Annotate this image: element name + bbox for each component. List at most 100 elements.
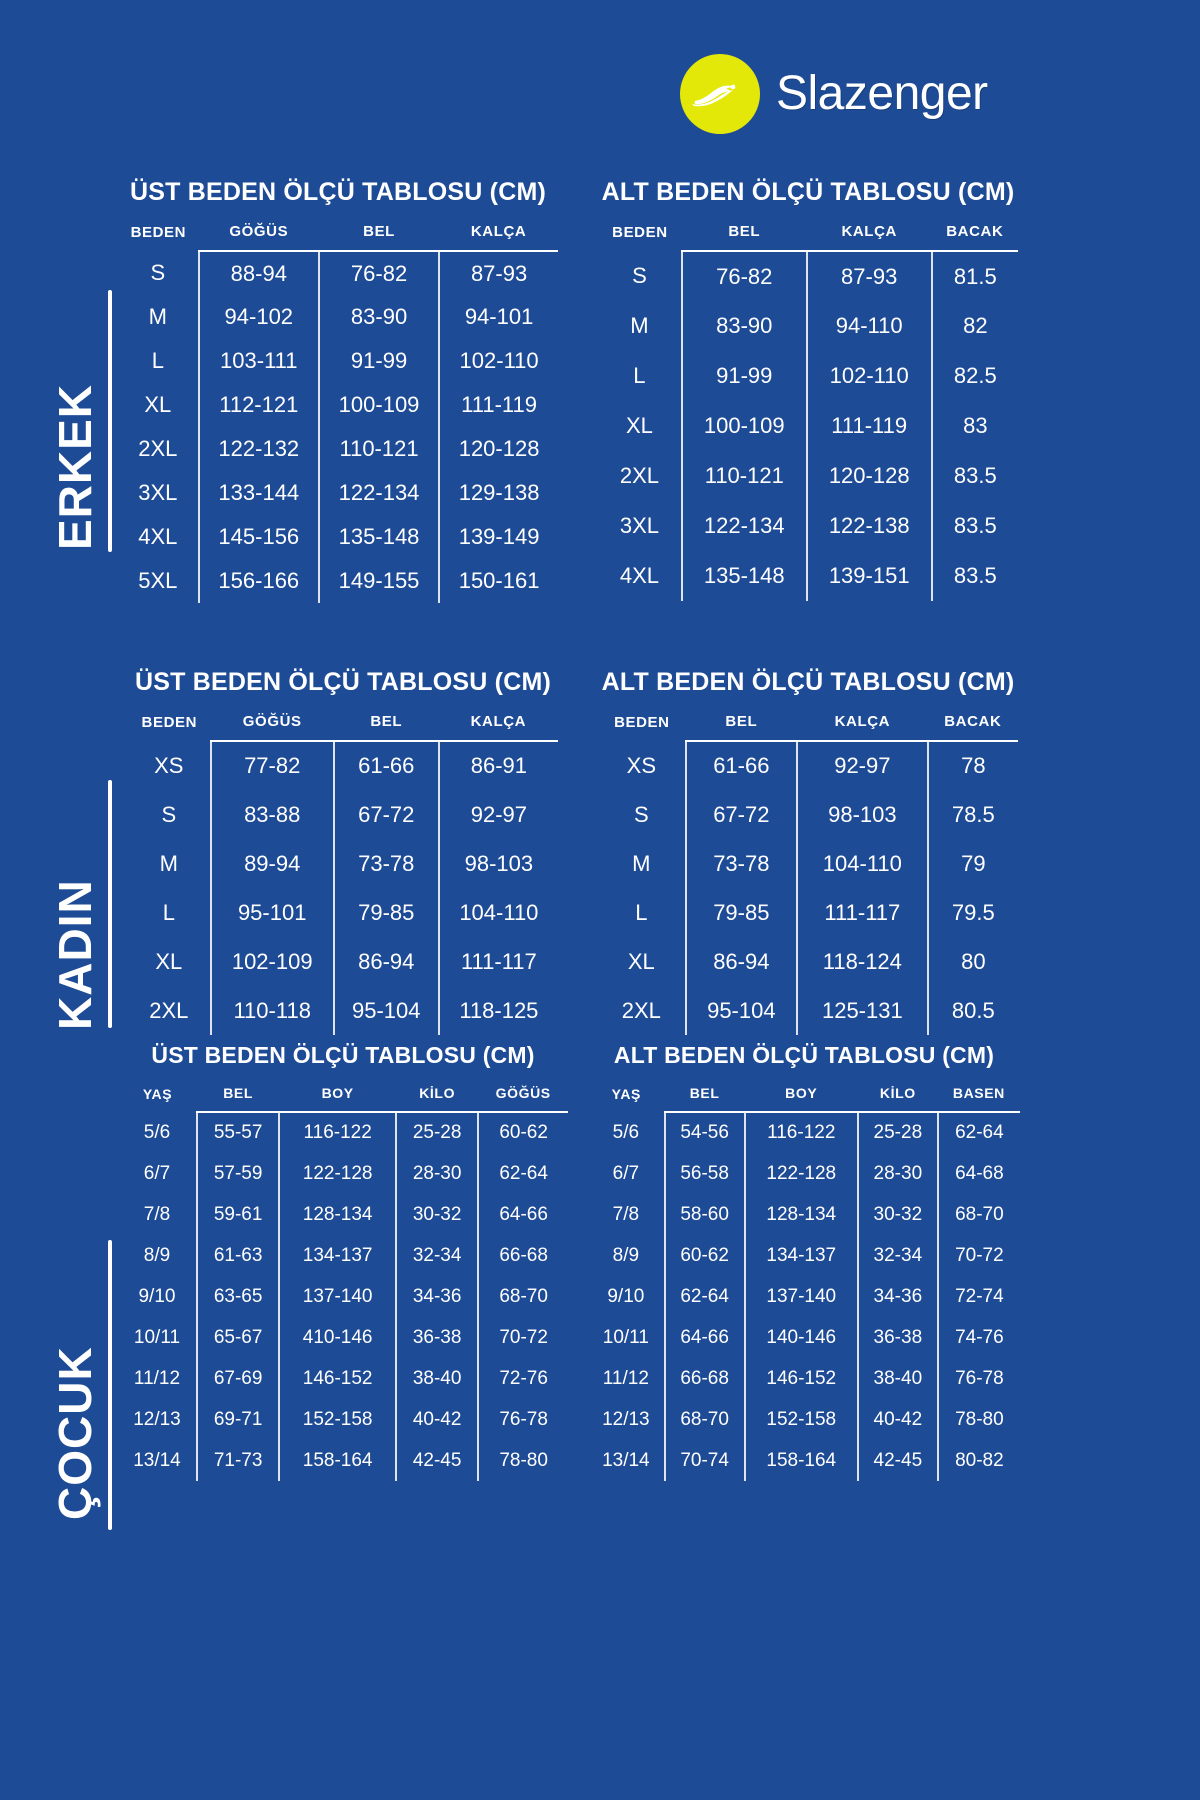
table-cell: 40-42	[856, 1399, 938, 1440]
table-row: 12/13 69-71 152-158 40-42 76-78	[118, 1399, 568, 1440]
table-cell: 94-110	[805, 301, 932, 351]
table-cell: M	[148, 304, 167, 329]
table-cell: 122-134	[317, 471, 440, 515]
column-header: GÖĞÜS	[198, 223, 319, 252]
table-cell: 28-30	[856, 1153, 938, 1194]
table-cell: 61-66	[684, 741, 798, 790]
table-row: M 73-78 104-110 79	[598, 839, 1018, 888]
table-cell: 2XL	[621, 997, 661, 1023]
table-row: 11/12 67-69 146-152 38-40 72-76	[118, 1358, 568, 1399]
column-header: BOY	[744, 1085, 858, 1113]
table-cell: 139-151	[805, 551, 932, 601]
table-cell: 42-45	[856, 1440, 938, 1481]
table-cell: 34-36	[856, 1276, 938, 1317]
table-cell: 158-164	[278, 1440, 396, 1481]
table-cell: XL	[625, 413, 653, 438]
table-title: ÜST BEDEN ÖLÇÜ TABLOSU (CM)	[129, 178, 547, 206]
table-row: 2XL 110-121 120-128 83.5	[598, 451, 1018, 501]
table-cell: 152-158	[278, 1399, 396, 1440]
table-cell: 146-152	[278, 1358, 396, 1399]
group-rule-erkek	[108, 290, 112, 552]
table-cell: 102-110	[438, 339, 558, 383]
table-row: L 91-99 102-110 82.5	[598, 351, 1018, 401]
table-cell: 12/13	[602, 1408, 650, 1430]
table-cell: 83.5	[930, 551, 1018, 601]
table-cell: XL	[144, 392, 172, 417]
table-cell: 68-70	[663, 1399, 745, 1440]
table-cell: 10/11	[133, 1326, 181, 1348]
table-title: ALT BEDEN ÖLÇÜ TABLOSU (CM)	[601, 178, 1015, 206]
table-cell: 83-90	[680, 301, 807, 351]
table-cell: 5/6	[612, 1121, 640, 1143]
table-cell: 81.5	[930, 251, 1018, 301]
table-row: 9/10 62-64 137-140 34-36 72-74	[588, 1276, 1020, 1317]
table-cell: 94-102	[197, 295, 319, 339]
table-cell: 137-140	[743, 1276, 858, 1317]
table-cell: 89-94	[209, 839, 334, 888]
table-cell: 125-131	[796, 986, 928, 1035]
table-cell: 83.5	[930, 501, 1018, 551]
column-header: BEL	[685, 713, 798, 742]
table-row: 4XL 145-156 135-148 139-149	[118, 515, 558, 559]
table-cell: 62-64	[477, 1153, 568, 1194]
slazenger-ball-icon	[680, 54, 760, 134]
table-cell: 104-110	[796, 839, 928, 888]
column-header: KALÇA	[438, 713, 558, 742]
table-cell: 63-65	[195, 1276, 280, 1317]
table-row: 13/14 70-74 158-164 42-45 80-82	[588, 1440, 1020, 1481]
table-cell: 78-80	[936, 1399, 1020, 1440]
column-header: KİLO	[395, 1085, 479, 1113]
table-cell: 32-34	[856, 1235, 938, 1276]
table-row: XL 102-109 86-94 111-117	[128, 937, 558, 986]
table-cell: 7/8	[612, 1203, 640, 1225]
column-header: KİLO	[857, 1085, 938, 1113]
table-cell: 36-38	[856, 1317, 938, 1358]
table-cell: 78.5	[926, 790, 1018, 839]
table-cell: 58-60	[663, 1194, 745, 1235]
table-cell: 118-125	[437, 986, 558, 1035]
table-erkek-lower: ALT BEDEN ÖLÇÜ TABLOSU (CM) BEDEN BEL KALÇ…	[598, 178, 1018, 601]
table-cell: 79-85	[684, 888, 798, 937]
table-cell: 110-121	[680, 451, 807, 501]
table-row: 4XL 135-148 139-151 83.5	[598, 551, 1018, 601]
table-row: 6/7 57-59 122-128 28-30 62-64	[118, 1153, 568, 1194]
table-row: 2XL 110-118 95-104 118-125	[128, 986, 558, 1035]
table-cell: 66-68	[663, 1358, 745, 1399]
table-row: S 88-94 76-82 87-93	[118, 251, 558, 295]
table-cell: 4XL	[619, 563, 659, 588]
table-cell: 150-161	[438, 559, 558, 603]
table-cell: 62-64	[663, 1276, 745, 1317]
table-cell: 6/7	[143, 1162, 171, 1184]
column-header: KALÇA	[439, 223, 558, 252]
table-cell: 73-78	[332, 839, 439, 888]
table-cell: 2XL	[149, 997, 189, 1023]
table-cell: 111-117	[437, 937, 558, 986]
table-cell: 30-32	[394, 1194, 479, 1235]
table-cell: 79-85	[332, 888, 439, 937]
table-cell: 38-40	[394, 1358, 479, 1399]
table-cell: 64-66	[663, 1317, 745, 1358]
table-cell: 76-82	[317, 251, 440, 295]
table-cell: 3XL	[138, 480, 178, 505]
column-header: YAŞ	[142, 1085, 173, 1102]
column-header: BEDEN	[612, 223, 668, 241]
table-cell: 158-164	[743, 1440, 858, 1481]
table-cell: 10/11	[602, 1326, 649, 1348]
table-cell: 103-111	[197, 339, 319, 383]
table-cell: 122-132	[197, 427, 319, 471]
table-cell: L	[162, 899, 175, 925]
table-cocuk-lower: ALT BEDEN ÖLÇÜ TABLOSU (CM) YAŞ BEL BOY KİL…	[588, 1042, 1020, 1481]
table-cell: 139-149	[438, 515, 558, 559]
table-cell: S	[632, 263, 647, 288]
table-cell: 140-146	[743, 1317, 858, 1358]
table-cell: 134-137	[743, 1235, 858, 1276]
table-cell: 102-110	[805, 351, 932, 401]
table-row: 7/8 58-60 128-134 30-32 68-70	[588, 1194, 1020, 1235]
table-row: 12/13 68-70 152-158 40-42 78-80	[588, 1399, 1020, 1440]
table-cell: 78	[926, 741, 1018, 790]
table-cell: 83.5	[930, 451, 1018, 501]
table-cell: 122-128	[743, 1153, 858, 1194]
table-cell: 129-138	[438, 471, 558, 515]
table-row: 6/7 56-58 122-128 28-30 64-68	[588, 1153, 1020, 1194]
table-cell: 86-91	[437, 741, 558, 790]
